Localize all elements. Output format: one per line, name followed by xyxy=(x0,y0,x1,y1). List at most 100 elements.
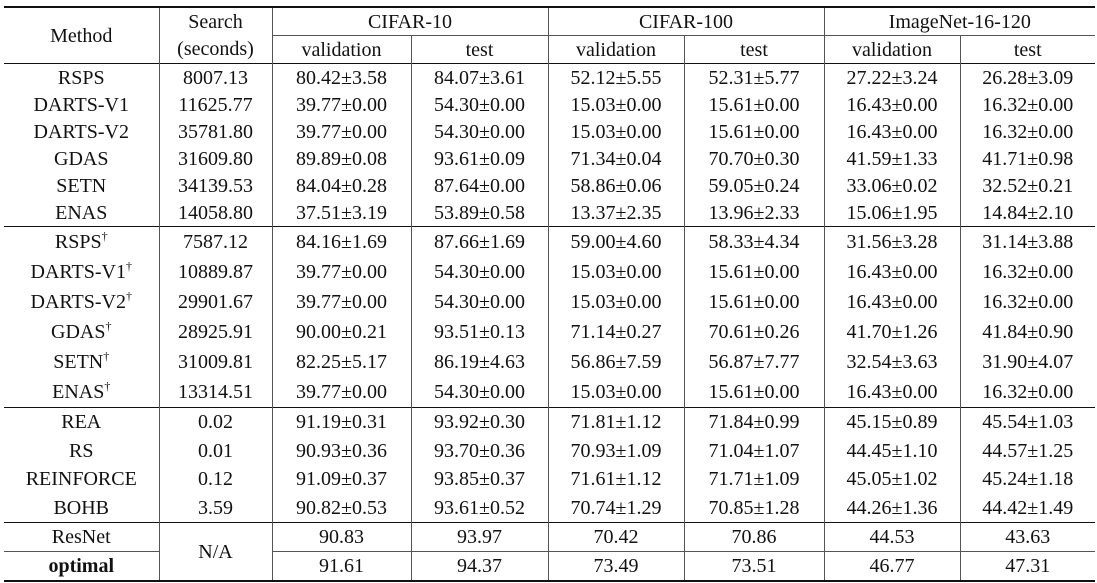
search-time-cell: 14058.80 xyxy=(158,199,272,227)
value-cell: 16.32±0.00 xyxy=(959,91,1095,118)
table-row: REINFORCE 0.12 91.09±0.37 93.85±0.37 71.61±1… xyxy=(4,465,1095,494)
table-row: ENAS 14058.80 37.51±3.19 53.89±0.58 13.37±2.… xyxy=(4,199,1095,227)
method-name: optimal xyxy=(48,555,115,577)
dagger-mark: † xyxy=(105,319,112,333)
table-body: RSPS 8007.13 80.42±3.58 84.07±3.61 52.12±5.5… xyxy=(4,63,1095,582)
value-cell: 15.61±0.00 xyxy=(683,91,824,118)
value-cell: 90.00±0.21 xyxy=(271,317,411,347)
method-name: DARTS-V2 xyxy=(33,120,129,143)
table-row: GDAS 31609.80 89.89±0.08 93.61±0.09 71.34±0.… xyxy=(4,145,1095,172)
value-cell: 91.19±0.31 xyxy=(271,407,411,437)
header-search-unit: (seconds) xyxy=(158,35,272,64)
value-cell: 16.43±0.00 xyxy=(823,257,960,287)
method-cell: ENAS† xyxy=(4,377,159,408)
value-cell: 70.70±0.30 xyxy=(683,145,824,172)
value-cell: 15.03±0.00 xyxy=(547,377,684,408)
method-name: SETN xyxy=(56,174,107,197)
search-time-cell: 31609.80 xyxy=(158,145,272,172)
header-cifar10: CIFAR-10 xyxy=(271,6,548,36)
value-cell: 16.43±0.00 xyxy=(823,287,960,317)
table-row: RS 0.01 90.93±0.36 93.70±0.36 70.93±1.09 71.0… xyxy=(4,436,1095,465)
method-cell: SETN xyxy=(4,172,159,199)
search-time-cell: 0.02 xyxy=(158,407,272,437)
method-name: RSPS xyxy=(57,66,105,89)
header-cifar100: CIFAR-100 xyxy=(547,6,824,36)
value-cell: 45.54±1.03 xyxy=(959,407,1095,437)
dagger-mark: † xyxy=(104,379,111,393)
method-name: RSPS xyxy=(54,231,102,253)
value-cell: 70.86 xyxy=(683,522,824,552)
value-cell: 70.61±0.26 xyxy=(683,317,824,347)
value-cell: 39.77±0.00 xyxy=(271,287,411,317)
method-cell: ResNet xyxy=(4,522,159,552)
value-cell: 71.81±1.12 xyxy=(547,407,684,437)
value-cell: 15.06±1.95 xyxy=(823,199,960,227)
value-cell: 93.92±0.30 xyxy=(410,407,548,437)
value-cell: 39.77±0.00 xyxy=(271,118,411,145)
value-cell: 90.93±0.36 xyxy=(271,436,411,465)
method-cell: DARTS-V1 xyxy=(4,91,159,118)
value-cell: 71.04±1.07 xyxy=(683,436,824,465)
method-name: DARTS-V1 xyxy=(33,93,129,116)
table-row: DARTS-V2† 29901.67 39.77±0.00 54.30±0.00 15.… xyxy=(4,287,1095,317)
method-cell: BOHB xyxy=(4,494,159,523)
value-cell: 16.32±0.00 xyxy=(959,257,1095,287)
value-cell: 93.85±0.37 xyxy=(410,465,548,494)
header-test: test xyxy=(683,35,824,64)
value-cell: 15.03±0.00 xyxy=(547,91,684,118)
table-row: SETN 34139.53 84.04±0.28 87.64±0.00 58.86±0.… xyxy=(4,172,1095,199)
value-cell: 52.12±5.55 xyxy=(547,63,684,91)
value-cell: 93.61±0.52 xyxy=(410,493,548,523)
value-cell: 15.03±0.00 xyxy=(547,118,684,145)
value-cell: 70.93±1.09 xyxy=(547,436,684,465)
value-cell: 54.30±0.00 xyxy=(410,118,548,145)
table-row: GDAS† 28925.91 90.00±0.21 93.51±0.13 71.14±0… xyxy=(4,317,1095,347)
value-cell: 16.32±0.00 xyxy=(959,118,1095,145)
value-cell: 44.53 xyxy=(823,522,960,552)
value-cell: 39.77±0.00 xyxy=(271,257,411,287)
value-cell: 91.09±0.37 xyxy=(271,465,411,494)
method-cell: ENAS xyxy=(4,199,159,227)
value-cell: 58.86±0.06 xyxy=(547,172,684,199)
table-row: REA 0.02 91.19±0.31 93.92±0.30 71.81±1.12 71.… xyxy=(4,407,1095,437)
value-cell: 41.70±1.26 xyxy=(823,317,960,347)
value-cell: 31.90±4.07 xyxy=(959,347,1095,377)
value-cell: 15.03±0.00 xyxy=(547,257,684,287)
search-time-cell: 0.01 xyxy=(158,436,272,465)
header-test: test xyxy=(959,35,1095,64)
search-time-cell: 13314.51 xyxy=(158,377,272,408)
value-cell: 70.42 xyxy=(547,522,684,552)
value-cell: 45.05±1.02 xyxy=(823,465,960,494)
method-name: BOHB xyxy=(53,496,110,519)
value-cell: 93.70±0.36 xyxy=(410,436,548,465)
table-row: ENAS† 13314.51 39.77±0.00 54.30±0.00 15.03±0… xyxy=(4,377,1095,408)
value-cell: 44.26±1.36 xyxy=(823,493,960,523)
table-row: BOHB 3.59 90.82±0.53 93.61±0.52 70.74±1.29 70… xyxy=(4,493,1095,523)
search-time-cell: 34139.53 xyxy=(158,172,272,199)
value-cell: 87.66±1.69 xyxy=(410,226,548,257)
method-cell: REINFORCE xyxy=(4,465,159,494)
table-row: SETN† 31009.81 82.25±5.17 86.19±4.63 56.86±7… xyxy=(4,347,1095,377)
method-name: REINFORCE xyxy=(25,468,137,491)
value-cell: 26.28±3.09 xyxy=(959,63,1095,91)
method-cell: RSPS xyxy=(4,64,159,92)
value-cell: 54.30±0.00 xyxy=(410,377,548,408)
table-row: optimal 91.61 94.37 73.49 73.51 46.77 47.31 xyxy=(4,551,1095,582)
value-cell: 15.61±0.00 xyxy=(683,118,824,145)
value-cell: 71.61±1.12 xyxy=(547,465,684,494)
value-cell: 71.34±0.04 xyxy=(547,145,684,172)
dagger-mark: † xyxy=(125,289,132,303)
header-validation: validation xyxy=(547,35,684,64)
method-name: DARTS-V1 xyxy=(30,261,126,283)
header-test: test xyxy=(410,35,548,64)
header-validation: validation xyxy=(271,35,411,64)
method-name: ENAS xyxy=(55,201,108,224)
dagger-mark: † xyxy=(103,349,110,363)
value-cell: 84.16±1.69 xyxy=(271,226,411,257)
value-cell: 90.82±0.53 xyxy=(271,493,411,523)
value-cell: 94.37 xyxy=(410,551,548,582)
value-cell: 86.19±4.63 xyxy=(410,347,548,377)
value-cell: 44.42±1.49 xyxy=(959,493,1095,523)
value-cell: 27.22±3.24 xyxy=(823,63,960,91)
value-cell: 43.63 xyxy=(959,522,1095,552)
